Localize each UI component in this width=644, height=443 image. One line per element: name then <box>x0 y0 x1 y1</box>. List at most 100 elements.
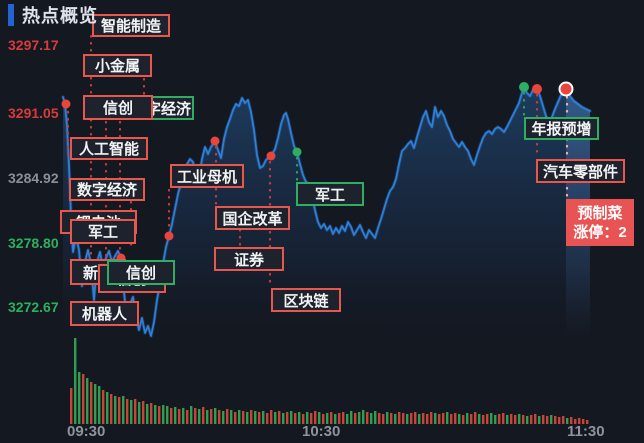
volume-bar <box>130 400 133 424</box>
volume-bar <box>310 413 313 424</box>
selected-marker-dot[interactable] <box>558 81 574 97</box>
sector-label[interactable]: 信创 <box>83 95 153 120</box>
marker-dot[interactable] <box>164 231 174 241</box>
tooltip-count: 涨停：2 <box>573 223 627 241</box>
volume-bar <box>178 409 181 424</box>
volume-bar <box>462 415 465 424</box>
volume-bar <box>562 416 565 424</box>
volume-bar <box>274 412 277 424</box>
volume-bar <box>162 405 165 424</box>
volume-bar <box>534 414 537 424</box>
volume-bar <box>74 338 77 424</box>
marker-dot[interactable] <box>519 82 529 92</box>
sector-label[interactable]: 信创 <box>107 260 175 285</box>
volume-bar <box>490 413 493 424</box>
sector-label[interactable]: 区块链 <box>271 288 341 312</box>
volume-bar <box>426 414 429 424</box>
volume-bars <box>70 338 589 424</box>
sector-label[interactable]: 汽车零部件 <box>536 159 625 183</box>
volume-bar <box>262 411 265 424</box>
volume-bar <box>506 415 509 424</box>
volume-bar <box>158 406 161 424</box>
volume-bar <box>550 415 553 424</box>
volume-bar <box>522 415 525 424</box>
limit-up-tooltip: 预制菜 涨停：2 <box>566 199 634 246</box>
volume-bar <box>226 409 229 424</box>
volume-bar <box>250 410 253 424</box>
x-axis-label: 09:30 <box>67 423 106 440</box>
volume-bar <box>82 374 85 424</box>
volume-bar <box>286 412 289 424</box>
volume-bar <box>298 412 301 424</box>
volume-bar <box>206 410 209 424</box>
volume-bar <box>474 412 477 424</box>
sector-label[interactable]: 人工智能 <box>70 137 148 160</box>
volume-bar <box>166 406 169 424</box>
volume-bar <box>422 413 425 424</box>
volume-bar <box>538 416 541 424</box>
volume-bar <box>486 414 489 424</box>
marker-dot[interactable] <box>266 151 276 161</box>
sector-label[interactable]: 工业母机 <box>170 164 244 188</box>
marker-dot[interactable] <box>210 136 220 146</box>
index-area-fill <box>63 87 590 345</box>
volume-bar <box>478 414 481 424</box>
y-axis-label: 3284.92 <box>8 170 59 186</box>
sector-label[interactable]: 数字经济 <box>69 178 145 201</box>
volume-bar <box>98 386 101 424</box>
volume-bar <box>302 414 305 424</box>
volume-bar <box>102 390 105 424</box>
volume-bar <box>134 399 137 424</box>
volume-bar <box>346 414 349 424</box>
volume-bar <box>510 414 513 424</box>
volume-bar <box>466 413 469 424</box>
volume-bar <box>566 418 569 424</box>
volume-bar <box>498 414 501 424</box>
volume-bar <box>394 414 397 424</box>
volume-bar <box>146 404 149 424</box>
volume-bar <box>194 408 197 424</box>
marker-dots <box>61 81 574 263</box>
accent-bar <box>8 4 14 26</box>
volume-bar <box>458 414 461 424</box>
sector-label[interactable]: 军工 <box>296 182 364 206</box>
sector-label[interactable]: 国企改革 <box>215 206 290 230</box>
sector-label[interactable]: 证券 <box>214 247 284 271</box>
volume-bar <box>110 394 113 424</box>
volume-bar <box>114 396 117 424</box>
volume-bar <box>222 411 225 424</box>
volume-bar <box>318 412 321 424</box>
sector-label[interactable]: 小金属 <box>83 54 152 77</box>
volume-bar <box>402 413 405 424</box>
volume-bar <box>482 415 485 424</box>
volume-bar <box>266 413 269 424</box>
volume-bar <box>202 407 205 424</box>
volume-bar <box>314 411 317 424</box>
volume-bar <box>170 408 173 424</box>
volume-bar <box>434 413 437 424</box>
marker-dot[interactable] <box>292 147 302 157</box>
sector-label[interactable]: 机器人 <box>70 301 139 326</box>
volume-bar <box>454 413 457 424</box>
volume-bar <box>526 416 529 424</box>
marker-dot[interactable] <box>61 99 71 109</box>
marker-dot[interactable] <box>532 84 542 94</box>
volume-bar <box>366 412 369 424</box>
volume-bar <box>118 397 121 424</box>
volume-bar <box>374 411 377 424</box>
volume-bar <box>270 410 273 424</box>
volume-bar <box>70 388 73 424</box>
volume-bar <box>214 408 217 424</box>
sector-label[interactable]: 智能制造 <box>92 14 170 37</box>
sector-label[interactable]: 军工 <box>70 219 136 244</box>
volume-bar <box>246 412 249 424</box>
sector-label[interactable]: 年报预增 <box>524 117 599 140</box>
volume-bar <box>106 392 109 424</box>
volume-bar <box>174 407 177 424</box>
x-axis-label: 10:30 <box>302 423 341 440</box>
volume-bar <box>254 411 257 424</box>
volume-bar <box>530 415 533 424</box>
volume-bar <box>546 416 549 424</box>
volume-bar <box>78 372 81 424</box>
